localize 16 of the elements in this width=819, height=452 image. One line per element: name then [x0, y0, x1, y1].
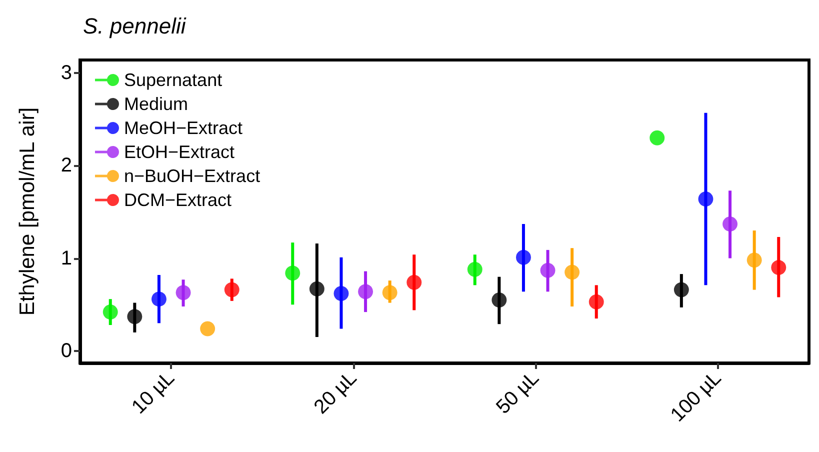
legend-label: DCM−Extract — [124, 190, 232, 210]
chart-title: S. pennelii — [83, 14, 187, 38]
legend-label: EtOH−Extract — [124, 142, 235, 162]
y-tick-label: 2 — [60, 154, 72, 177]
x-tick-label: 10 µL — [128, 367, 179, 418]
y-tick-label: 0 — [60, 340, 72, 362]
x-tick-label: 20 µL — [310, 367, 362, 418]
y-tick-label: 1 — [60, 247, 72, 270]
x-tick-label: 100 µL — [666, 367, 726, 426]
legend-label: MeOH−Extract — [124, 118, 243, 138]
y-tick-label: 3 — [60, 62, 72, 84]
legend-label: Medium — [124, 94, 188, 114]
y-axis-title: Ethylene [pmol/mL air] — [16, 107, 39, 316]
legend-label: Supernatant — [124, 70, 222, 90]
x-tick-label: 50 µL — [492, 367, 544, 418]
legend-label: n−BuOH−Extract — [124, 166, 260, 186]
